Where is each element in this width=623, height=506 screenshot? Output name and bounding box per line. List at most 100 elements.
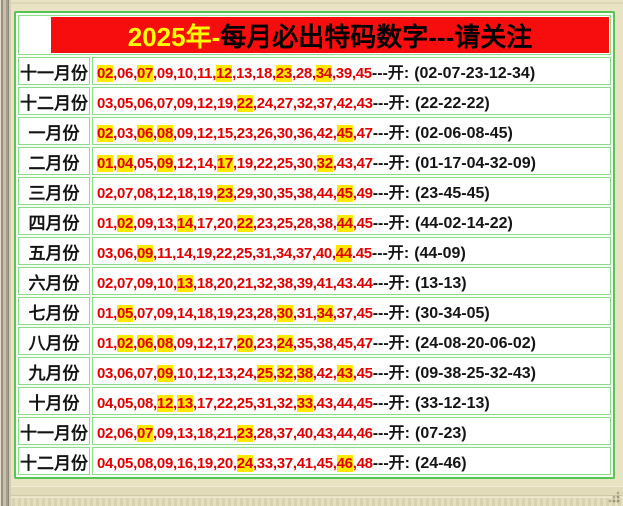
highlighted-number: 33 (296, 395, 313, 412)
number: 02 (97, 425, 114, 442)
result-numbers: (44-02-14-22) (415, 215, 513, 232)
number: 03 (116, 125, 134, 142)
highlighted-number: 12 (215, 65, 233, 82)
highlighted-number: 09 (156, 155, 173, 172)
open-label: ---开: (372, 155, 411, 172)
number: 33 (256, 455, 273, 472)
highlighted-number: 44 (336, 215, 353, 232)
number: 42 (316, 365, 333, 382)
number: 11 (196, 65, 213, 82)
number: 44 (316, 185, 333, 202)
number: 47 (356, 125, 373, 142)
number: 21 (216, 425, 233, 442)
number: 19 (216, 95, 233, 112)
month-label: 二月份 (18, 147, 90, 175)
highlighted-number: 12 (156, 395, 173, 412)
number: 28 (256, 305, 273, 322)
highlighted-number: 23 (275, 65, 292, 82)
highlighted-number: 08 (156, 125, 173, 142)
highlighted-number: 46 (336, 455, 353, 472)
number: 23 (236, 305, 253, 322)
highlighted-number: 34 (316, 305, 333, 322)
month-label: 六月份 (18, 267, 90, 295)
number: 19 (196, 245, 213, 262)
number: 48 (356, 455, 373, 472)
header-row: 2025年- 每月必出特码数字---请关注 (18, 15, 611, 55)
highlighted-number: 24 (236, 455, 253, 472)
number: 09 (176, 95, 193, 112)
number: 12 (196, 365, 213, 382)
number: 13 (176, 425, 193, 442)
number: 37 (276, 455, 293, 472)
numbers-cell: 01,05,07,09,14,18,19,23,28,30,31,34,37,4… (92, 297, 611, 325)
number: 12 (196, 95, 213, 112)
number: 13 (216, 365, 233, 382)
number: 06 (136, 95, 154, 112)
highlighted-number: 44 (335, 245, 352, 262)
open-label: ---开: (372, 275, 411, 292)
number: 32 (256, 275, 273, 292)
highlighted-number: 13 (176, 395, 193, 412)
highlighted-number: 14 (176, 215, 193, 232)
title-banner: 2025年- 每月必出特码数字---请关注 (51, 17, 609, 53)
highlighted-number: 45 (336, 125, 353, 142)
number: 01 (97, 335, 114, 352)
number: 07 (136, 365, 154, 382)
highlighted-number: 02 (97, 125, 114, 142)
highlighted-number: 06 (136, 335, 154, 352)
highlighted-number: 07 (136, 65, 154, 82)
number: 05 (116, 455, 134, 472)
highlighted-number: 23 (236, 425, 253, 442)
number: 18 (176, 185, 193, 202)
highlighted-number: 17 (216, 155, 233, 172)
number: 45 (336, 335, 353, 352)
number: 06 (116, 365, 134, 382)
number: 05 (136, 155, 154, 172)
month-row: 十月份 04,05,08,12,13,17,22,25,31,32,33,43,4… (18, 387, 611, 415)
numbers-cell: 02,03,06,08,09,12,15,23,26,30,36,42,45,4… (92, 117, 611, 145)
number: 09 (136, 275, 154, 292)
highlighted-number: 06 (136, 125, 154, 142)
number: 40 (315, 245, 332, 262)
number: 43 (316, 425, 333, 442)
number: 09 (156, 305, 173, 322)
number: 34 (275, 245, 292, 262)
window-edge-strip (0, 0, 11, 506)
highlighted-number: 22 (236, 215, 253, 232)
open-label: ---开: (372, 335, 411, 352)
number: 25 (276, 215, 293, 232)
number: 01 (97, 305, 114, 322)
number: 10 (176, 65, 193, 82)
number: 20 (216, 275, 233, 292)
result-numbers: (44-09) (414, 245, 466, 262)
banner-year-text: 2025年- (127, 21, 221, 52)
number: 37 (295, 245, 312, 262)
open-label: ---开: (372, 125, 411, 142)
number: 25 (276, 155, 293, 172)
number: 23 (256, 215, 273, 232)
number: 26 (256, 125, 273, 142)
number: 38 (296, 185, 313, 202)
month-label: 十二月份 (18, 87, 90, 115)
number: 12 (196, 125, 213, 142)
number: 43 (336, 155, 353, 172)
highlighted-number: 30 (276, 305, 293, 322)
result-numbers: (30-34-05) (415, 305, 490, 322)
number: 30 (296, 155, 313, 172)
number: 30 (276, 125, 293, 142)
open-label: ---开: (372, 425, 411, 442)
number: 05 (116, 395, 134, 412)
month-row: 六月份 02,07,09,10,13,18,20,21,32,38,39,41,4… (18, 267, 611, 295)
number: 14 (196, 155, 213, 172)
number: 03 (97, 365, 114, 382)
number: 20 (216, 215, 233, 232)
month-label: 四月份 (18, 207, 90, 235)
number: 47 (356, 335, 373, 352)
number: 17 (216, 335, 233, 352)
highlighted-number: 22 (236, 95, 253, 112)
number: 14 (176, 305, 193, 322)
number: 45 (356, 365, 373, 382)
highlighted-number: 08 (156, 335, 173, 352)
number: 43 (336, 275, 353, 292)
number: 23 (236, 125, 253, 142)
